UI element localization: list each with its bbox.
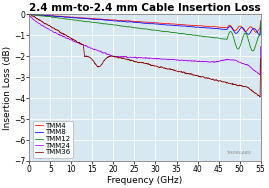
- TMM8: [28, 13, 31, 15]
- TMM4: [254, 31, 258, 33]
- TMM12: [126, 26, 130, 28]
- TMM4: [229, 25, 233, 27]
- Line: TMM24: TMM24: [29, 14, 261, 75]
- TMM12: [251, 50, 254, 52]
- TMM36: [259, 57, 262, 60]
- TMM24: [116, 55, 120, 58]
- TMM8: [258, 34, 261, 36]
- Line: TMM8: TMM8: [29, 14, 261, 35]
- TMM4: [54, 15, 57, 17]
- Y-axis label: Insertion Loss (dB): Insertion Loss (dB): [3, 45, 12, 130]
- X-axis label: Frequency (GHz): Frequency (GHz): [107, 176, 183, 185]
- TMM24: [126, 56, 130, 59]
- TMM4: [116, 19, 120, 22]
- TMM36: [68, 36, 71, 38]
- TMM8: [126, 21, 130, 23]
- TMM36: [229, 83, 233, 85]
- Text: THORLABS: THORLABS: [226, 151, 252, 155]
- TMM24: [259, 74, 262, 76]
- Line: TMM36: TMM36: [29, 14, 261, 97]
- TMM4: [254, 31, 257, 33]
- TMM24: [254, 71, 258, 73]
- TMM8: [54, 15, 57, 17]
- TMM8: [116, 20, 120, 22]
- Line: TMM4: TMM4: [29, 14, 261, 32]
- TMM36: [54, 29, 57, 31]
- TMM4: [126, 20, 130, 22]
- TMM4: [68, 16, 71, 18]
- TMM12: [259, 21, 262, 24]
- TMM8: [229, 26, 233, 28]
- TMM12: [68, 18, 71, 20]
- TMM36: [28, 13, 31, 15]
- TMM24: [259, 45, 262, 48]
- TMM4: [28, 13, 31, 15]
- TMM12: [229, 31, 233, 33]
- TMM24: [28, 13, 31, 15]
- TMM24: [68, 38, 71, 40]
- TMM36: [254, 92, 258, 95]
- TMM8: [68, 16, 71, 18]
- TMM12: [254, 42, 258, 45]
- TMM12: [116, 24, 120, 27]
- TMM24: [54, 31, 57, 34]
- TMM36: [116, 56, 120, 58]
- TMM12: [28, 13, 31, 15]
- TMM8: [254, 29, 258, 31]
- TMM12: [54, 17, 57, 19]
- Line: TMM12: TMM12: [29, 14, 261, 51]
- TMM36: [126, 59, 130, 61]
- TMM24: [229, 59, 233, 61]
- TMM36: [259, 96, 262, 98]
- Legend: TMM4, TMM8, TMM12, TMM24, TMM36: TMM4, TMM8, TMM12, TMM24, TMM36: [33, 121, 73, 158]
- TMM4: [259, 19, 262, 22]
- Title: 2.4 mm-to-2.4 mm Cable Insertion Loss: 2.4 mm-to-2.4 mm Cable Insertion Loss: [29, 3, 261, 14]
- TMM8: [259, 26, 262, 28]
